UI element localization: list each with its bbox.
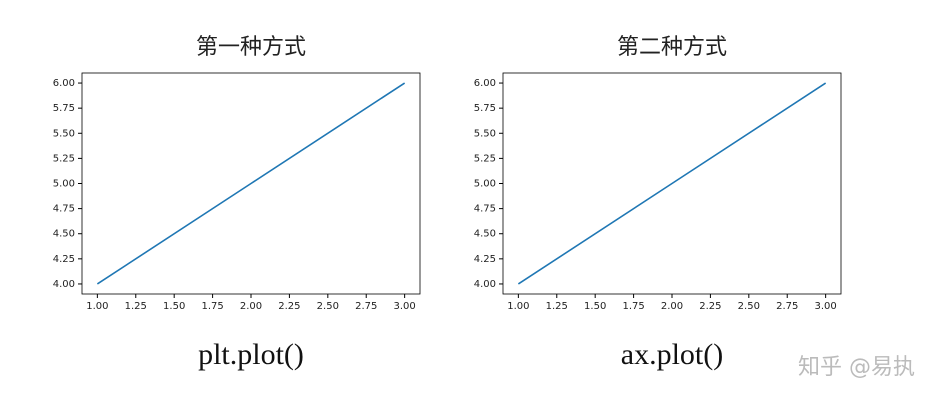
x-tick-label: 1.75 [201,301,223,312]
y-tick-label: 5.00 [474,179,496,190]
y-tick-label: 4.75 [53,204,75,215]
x-tick-label: 2.75 [776,301,798,312]
line [96,82,406,285]
x-tick-label: 1.50 [163,301,185,312]
y-tick-label: 4.25 [474,254,496,265]
chart-title: 第一种方式 [196,35,306,60]
chart-title: 第二种方式 [617,35,727,60]
y-tick-label: 4.75 [474,204,496,215]
y-tick-label: 5.25 [474,153,496,164]
x-tick-label: 2.75 [355,301,377,312]
x-tick-label: 3.00 [394,301,416,312]
caption: ax.plot() [621,338,723,371]
caption: plt.plot() [198,338,304,371]
watermark: 知乎 @易执 [798,355,915,380]
x-tick-label: 1.25 [546,301,568,312]
y-tick-label: 4.25 [53,254,75,265]
y-tick-label: 5.50 [53,128,75,139]
x-tick-label: 1.75 [622,301,644,312]
x-tick-label: 2.25 [278,301,300,312]
y-tick-label: 5.75 [474,103,496,114]
x-tick-label: 1.00 [507,301,529,312]
y-tick-label: 6.00 [474,78,496,89]
y-tick-label: 6.00 [53,78,75,89]
y-tick-label: 4.00 [474,279,496,290]
line [517,82,827,285]
y-tick-label: 5.00 [53,179,75,190]
x-tick-label: 2.00 [661,301,683,312]
y-tick-label: 5.25 [53,153,75,164]
x-tick-label: 2.50 [738,301,760,312]
x-tick-label: 2.25 [699,301,721,312]
x-tick-label: 1.25 [125,301,147,312]
y-tick-label: 4.50 [474,229,496,240]
x-tick-label: 1.50 [584,301,606,312]
y-tick-label: 4.50 [53,229,75,240]
x-tick-label: 2.00 [240,301,262,312]
x-tick-label: 1.00 [86,301,108,312]
x-tick-label: 2.50 [317,301,339,312]
axes-frame [502,72,842,295]
x-tick-label: 3.00 [815,301,837,312]
y-tick-label: 4.00 [53,279,75,290]
y-tick-label: 5.75 [53,103,75,114]
y-tick-label: 5.50 [474,128,496,139]
axes-frame [81,72,421,295]
